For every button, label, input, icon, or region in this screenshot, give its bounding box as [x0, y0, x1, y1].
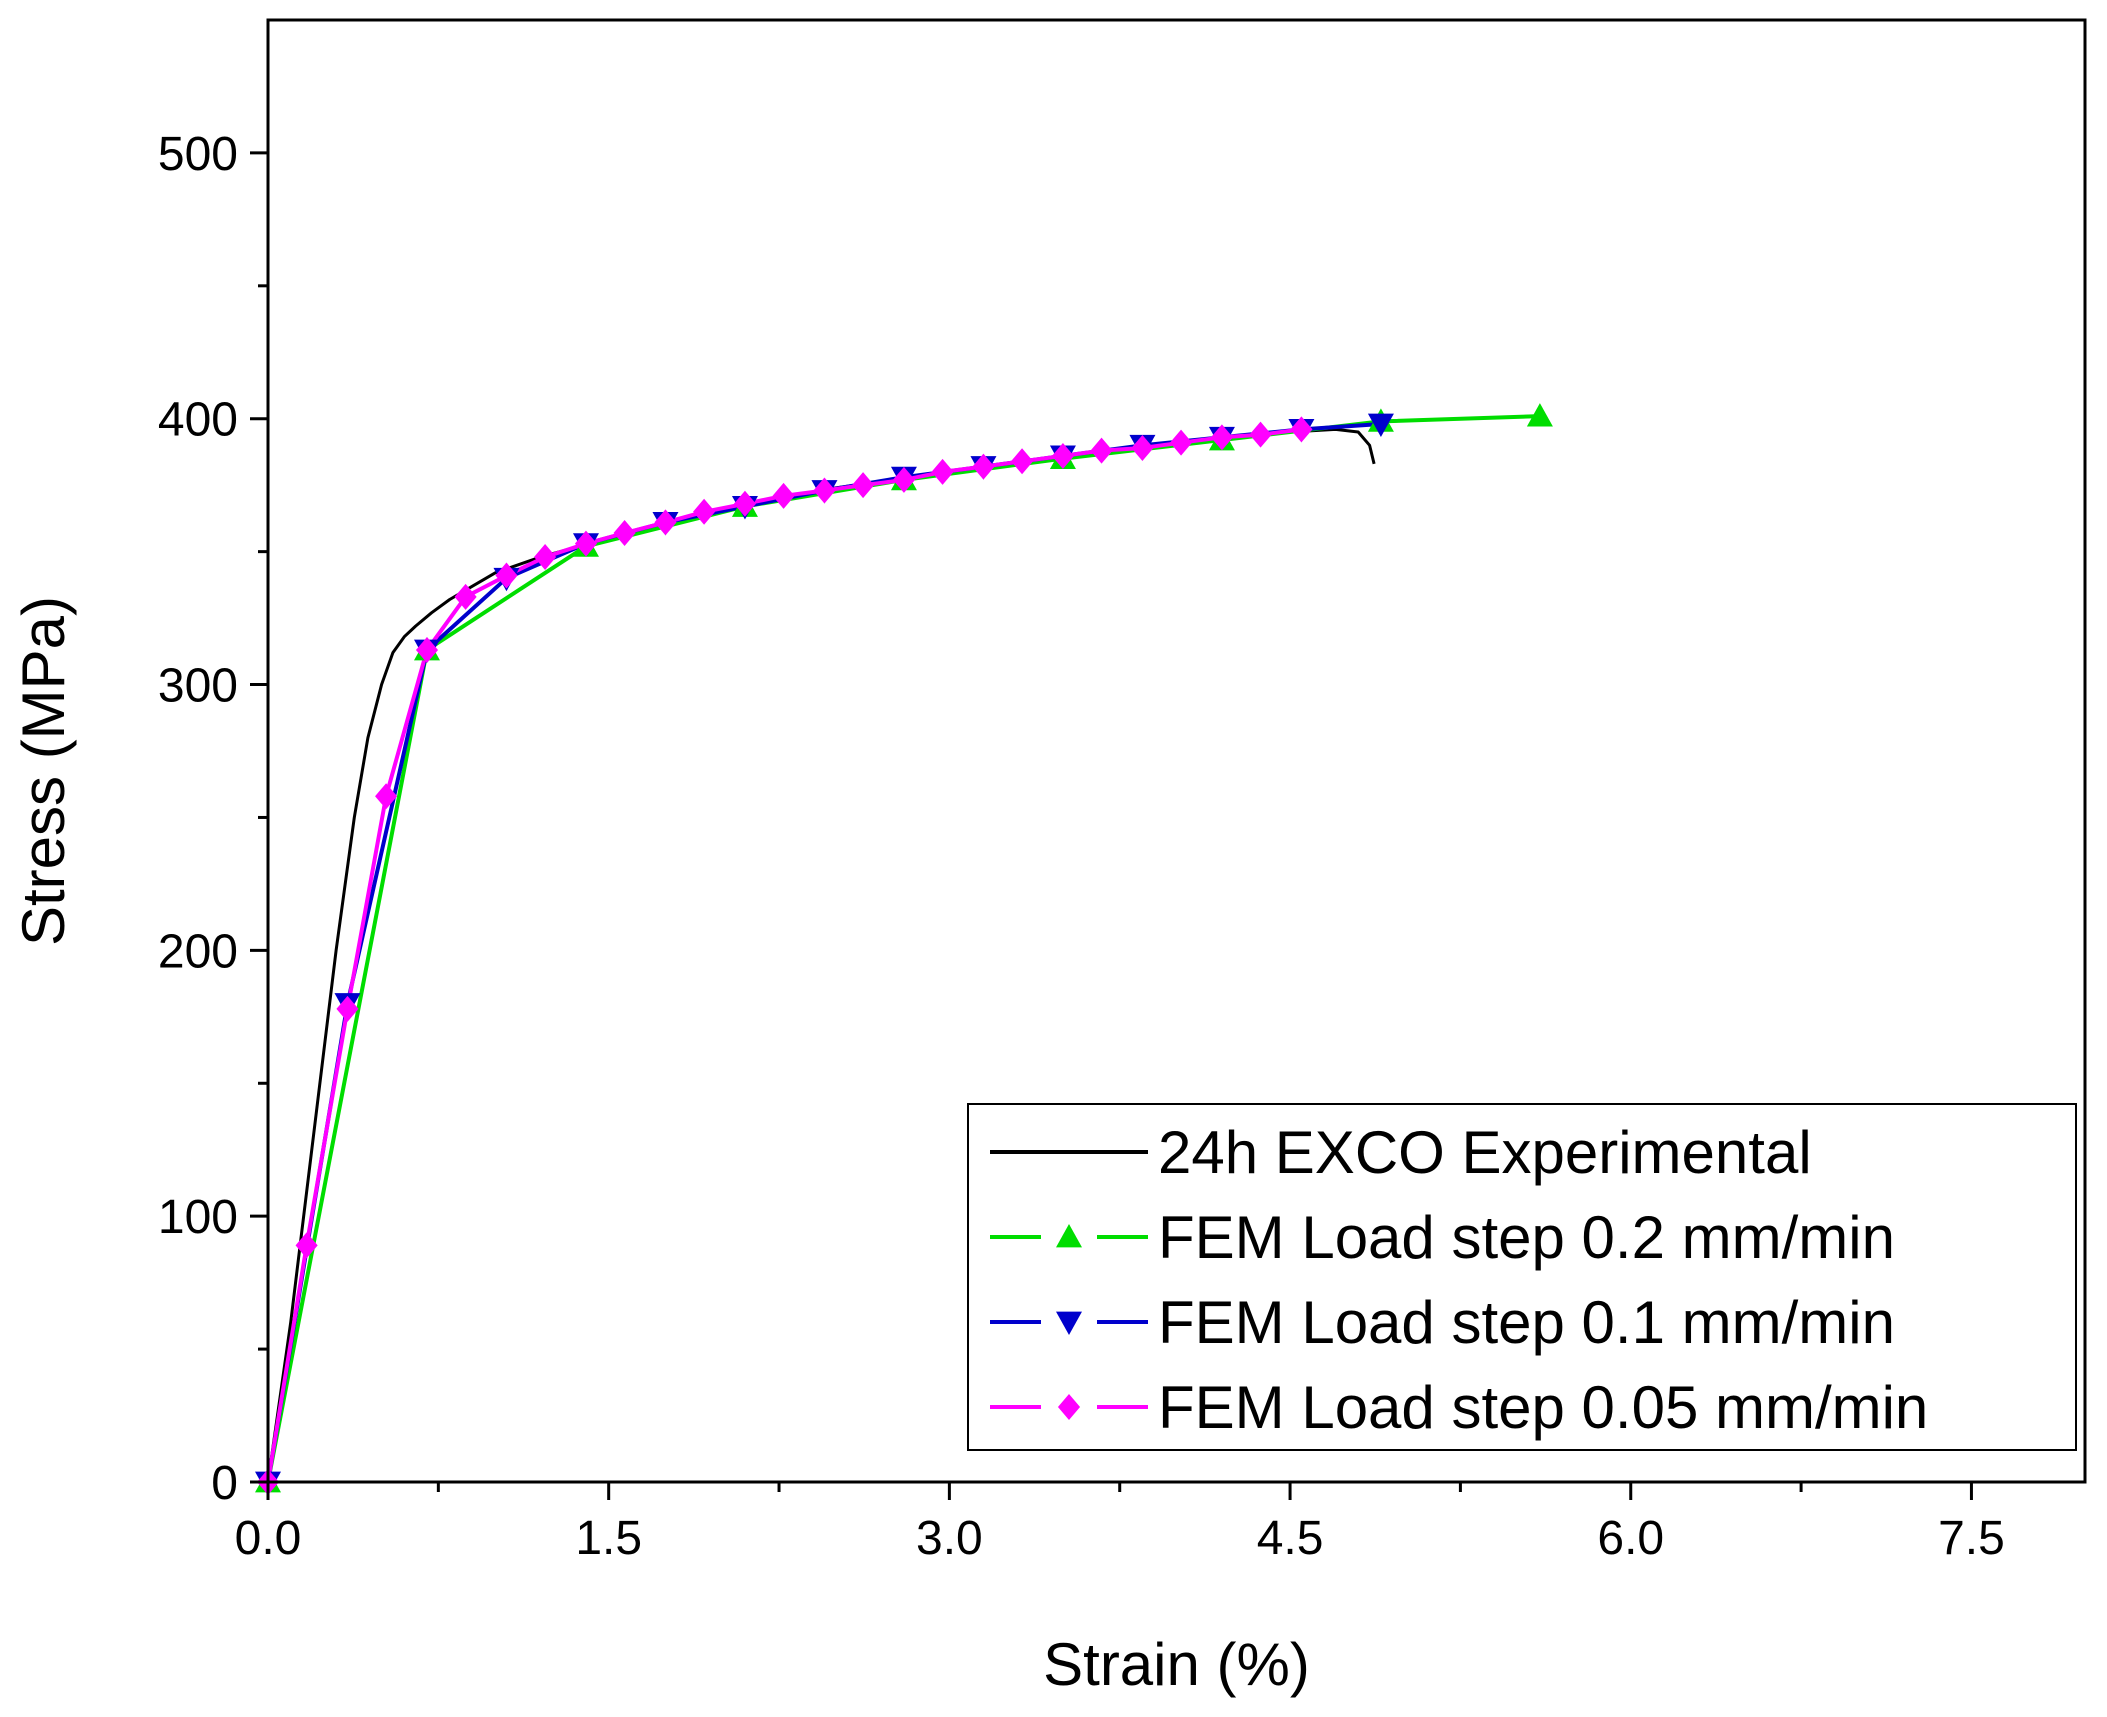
tick-labels: 0.0 1.5 3.0 4.5 6.0 7.5 0 100 200 300 400 500 [158, 128, 2005, 1565]
x-tick-label: 1.5 [575, 1512, 642, 1565]
data-point-3-18 [972, 453, 995, 480]
data-point-3-16 [892, 466, 915, 493]
data-point-3-1 [295, 1232, 318, 1259]
data-point-3-24 [1210, 424, 1233, 451]
x-tick-label: 0.0 [235, 1512, 302, 1565]
data-point-3-12 [733, 490, 757, 517]
data-point-3-10 [654, 509, 677, 536]
data-point-3-9 [613, 520, 636, 547]
data-point-3-14 [813, 477, 836, 504]
legend: 24h EXCO Experimental FEM Load step 0.2 m… [967, 1103, 2077, 1451]
data-point-3-15 [852, 472, 875, 499]
data-point-3-3 [375, 783, 398, 810]
y-tick-label: 100 [158, 1191, 238, 1244]
x-axis-title: Strain (%) [1043, 1631, 1310, 1698]
legend-label-2: FEM Load step 0.1 mm/min [1158, 1289, 1895, 1356]
data-point-3-11 [693, 498, 716, 525]
data-point-3-25 [1249, 421, 1272, 448]
data-point-3-21 [1090, 437, 1113, 464]
data-point-3-17 [931, 458, 954, 485]
legend-marker-2 [1056, 1311, 1082, 1335]
legend-box [967, 1103, 2077, 1451]
x-tick-label: 4.5 [1257, 1512, 1324, 1565]
data-point-1-8 [1526, 403, 1553, 427]
x-tick-label: 6.0 [1597, 1512, 1664, 1565]
data-point-3-7 [534, 543, 557, 570]
legend-label-3: FEM Load step 0.05 mm/min [1158, 1374, 1928, 1441]
data-point-3-23 [1169, 429, 1193, 456]
data-point-3-26 [1290, 416, 1313, 443]
data-point-3-6 [495, 562, 518, 589]
y-tick-label: 0 [211, 1457, 238, 1510]
y-tick-label: 200 [158, 925, 238, 978]
y-axis-title: Stress (MPa) [10, 596, 77, 946]
y-tick-label: 400 [158, 394, 238, 447]
data-point-3-19 [1011, 448, 1034, 475]
series-markers [255, 403, 1553, 1495]
data-point-3-4 [415, 636, 439, 663]
y-tick-label: 300 [158, 660, 238, 713]
x-tick-label: 7.5 [1938, 1512, 2005, 1565]
data-point-2-14 [1367, 413, 1394, 438]
legend-marker-1 [1056, 1224, 1082, 1248]
data-point-3-2 [336, 995, 359, 1022]
data-point-3-8 [574, 530, 598, 557]
legend-marker-3 [1057, 1394, 1081, 1420]
legend-label-0: 24h EXCO Experimental [1158, 1119, 1812, 1186]
axis-ticks [250, 151, 1973, 1500]
data-point-3-13 [772, 482, 795, 509]
data-point-3-22 [1131, 434, 1154, 461]
data-point-3-5 [454, 583, 477, 610]
y-tick-label: 500 [158, 128, 238, 181]
data-point-3-20 [1051, 442, 1074, 469]
legend-label-1: FEM Load step 0.2 mm/min [1158, 1204, 1895, 1271]
plot-frame [266, 18, 2087, 1484]
x-tick-label: 3.0 [916, 1512, 983, 1565]
